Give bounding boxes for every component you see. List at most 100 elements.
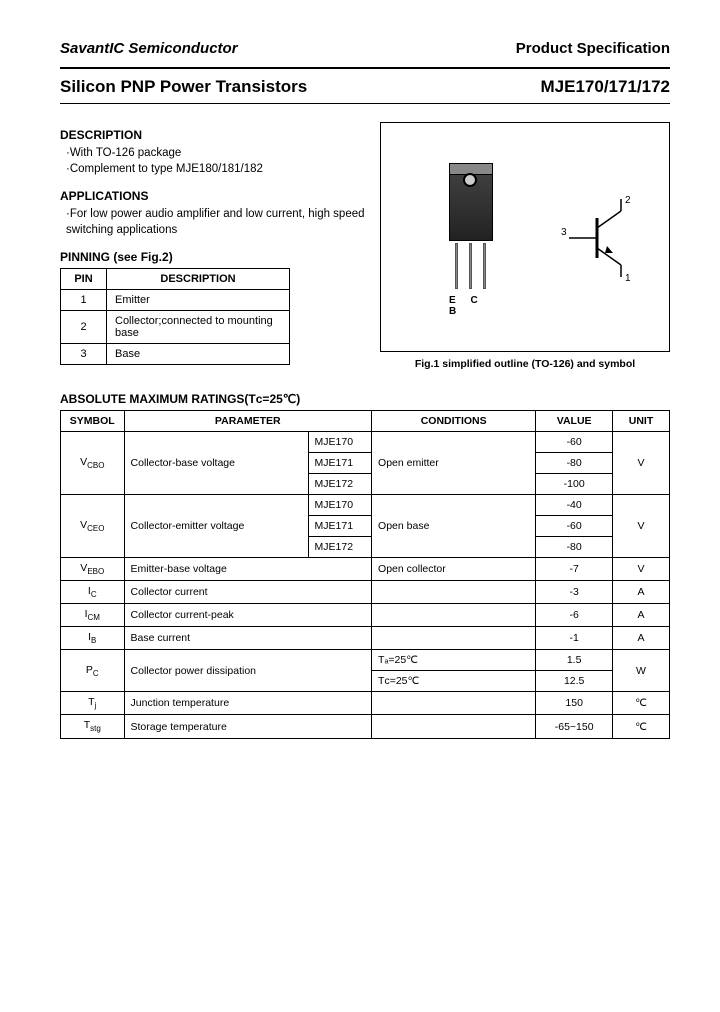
rating-value: -65~150 [536,715,613,738]
rating-param: Junction temperature [124,692,372,715]
ratings-col-parameter: PARAMETER [124,411,372,432]
rating-condition [372,627,536,650]
pin-number: 3 [61,344,107,365]
rating-symbol: PC [61,650,125,692]
ratings-col-symbol: SYMBOL [61,411,125,432]
rating-subpart: MJE172 [308,537,372,558]
symbol-pin-base: 3 [561,227,567,238]
symbol-pin-emitter: 1 [625,273,631,283]
description-heading: DESCRIPTION [60,128,366,142]
rating-subpart: MJE171 [308,453,372,474]
header-row: SavantIC Semiconductor Product Specifica… [60,40,670,57]
rating-unit: V [612,495,669,558]
package-hole-icon [463,173,477,187]
rating-symbol: VEBO [61,558,125,581]
rating-param: Collector-emitter voltage [124,495,308,558]
pnp-symbol-icon: 3 2 1 [559,193,649,283]
pin-col-header: PIN [61,269,107,290]
product-subtitle: Silicon PNP Power Transistors [60,77,307,97]
rating-condition [372,715,536,738]
rating-param: Base current [124,627,372,650]
part-number: MJE170/171/172 [541,77,671,97]
rating-param: Storage temperature [124,715,372,738]
rating-param: Collector-base voltage [124,432,308,495]
package-lead-icon [469,243,472,289]
table-row: VCEO Collector-emitter voltage MJE170 Op… [61,495,670,516]
upper-content: DESCRIPTION ·With TO-126 package ·Comple… [60,122,670,370]
rating-unit: A [612,627,669,650]
applications-heading: APPLICATIONS [60,189,366,203]
rating-condition: Open collector [372,558,536,581]
pin-desc: Collector;connected to mounting base [107,311,290,344]
rating-subpart: MJE170 [308,432,372,453]
title-rule [60,103,670,104]
package-lead-icon [455,243,458,289]
table-row: VCBO Collector-base voltage MJE170 Open … [61,432,670,453]
ratings-col-unit: UNIT [612,411,669,432]
rating-value: -7 [536,558,613,581]
rating-unit: W [612,650,669,692]
rating-symbol: IC [61,581,125,604]
pin-number: 1 [61,290,107,311]
header-rule [60,67,670,69]
figure-caption: Fig.1 simplified outline (TO-126) and sy… [380,358,670,370]
table-row: Tj Junction temperature 150 ℃ [61,692,670,715]
rating-value: 1.5 [536,650,613,671]
rating-unit: V [612,558,669,581]
ratings-col-conditions: CONDITIONS [372,411,536,432]
description-body: ·With TO-126 package ·Complement to type… [66,146,366,177]
title-row: Silicon PNP Power Transistors MJE170/171… [60,77,670,97]
rating-symbol: IB [61,627,125,650]
rating-condition: Open emitter [372,432,536,495]
rating-condition [372,604,536,627]
description-line-2: ·Complement to type MJE180/181/182 [66,162,366,178]
rating-symbol: Tj [61,692,125,715]
ratings-table: SYMBOL PARAMETER CONDITIONS VALUE UNIT V… [60,410,670,739]
rating-value: 150 [536,692,613,715]
description-line-1: ·With TO-126 package [66,146,366,162]
table-row: VEBO Emitter-base voltage Open collector… [61,558,670,581]
applications-body: ·For low power audio amplifier and low c… [66,207,366,238]
rating-symbol: Tstg [61,715,125,738]
rating-symbol: VCBO [61,432,125,495]
table-row: IC Collector current -3 A [61,581,670,604]
rating-unit: A [612,581,669,604]
rating-value: -60 [536,432,613,453]
rating-value: -1 [536,627,613,650]
rating-value: -60 [536,516,613,537]
rating-subpart: MJE170 [308,495,372,516]
rating-value: 12.5 [536,671,613,692]
rating-param: Collector current [124,581,372,604]
lead-labels: E C B [449,295,501,317]
spec-label: Product Specification [516,40,670,57]
rating-param: Collector current-peak [124,604,372,627]
rating-unit: ℃ [612,692,669,715]
rating-value: -100 [536,474,613,495]
ratings-col-value: VALUE [536,411,613,432]
pin-desc: Base [107,344,290,365]
pin-number: 2 [61,311,107,344]
rating-subpart: MJE172 [308,474,372,495]
rating-subpart: MJE171 [308,516,372,537]
datasheet-page: SavantIC Semiconductor Product Specifica… [0,0,720,769]
figure-box: E C B 3 2 1 [380,122,670,352]
table-row: PIN DESCRIPTION [61,269,290,290]
rating-param: Collector power dissipation [124,650,372,692]
table-row: PC Collector power dissipation Tₐ=25℃ 1.… [61,650,670,671]
rating-condition [372,692,536,715]
rating-value: -6 [536,604,613,627]
table-row: ICM Collector current-peak -6 A [61,604,670,627]
rating-condition [372,581,536,604]
rating-unit: ℃ [612,715,669,738]
rating-symbol: ICM [61,604,125,627]
desc-col-header: DESCRIPTION [107,269,290,290]
rating-condition: Tₐ=25℃ [372,650,536,671]
rating-unit: V [612,432,669,495]
rating-value: -80 [536,453,613,474]
left-column: DESCRIPTION ·With TO-126 package ·Comple… [60,122,366,365]
figure-column: E C B 3 2 1 [380,122,670,370]
table-row: 3 Base [61,344,290,365]
table-row: IB Base current -1 A [61,627,670,650]
pinning-heading: PINNING (see Fig.2) [60,250,366,264]
package-lead-icon [483,243,486,289]
